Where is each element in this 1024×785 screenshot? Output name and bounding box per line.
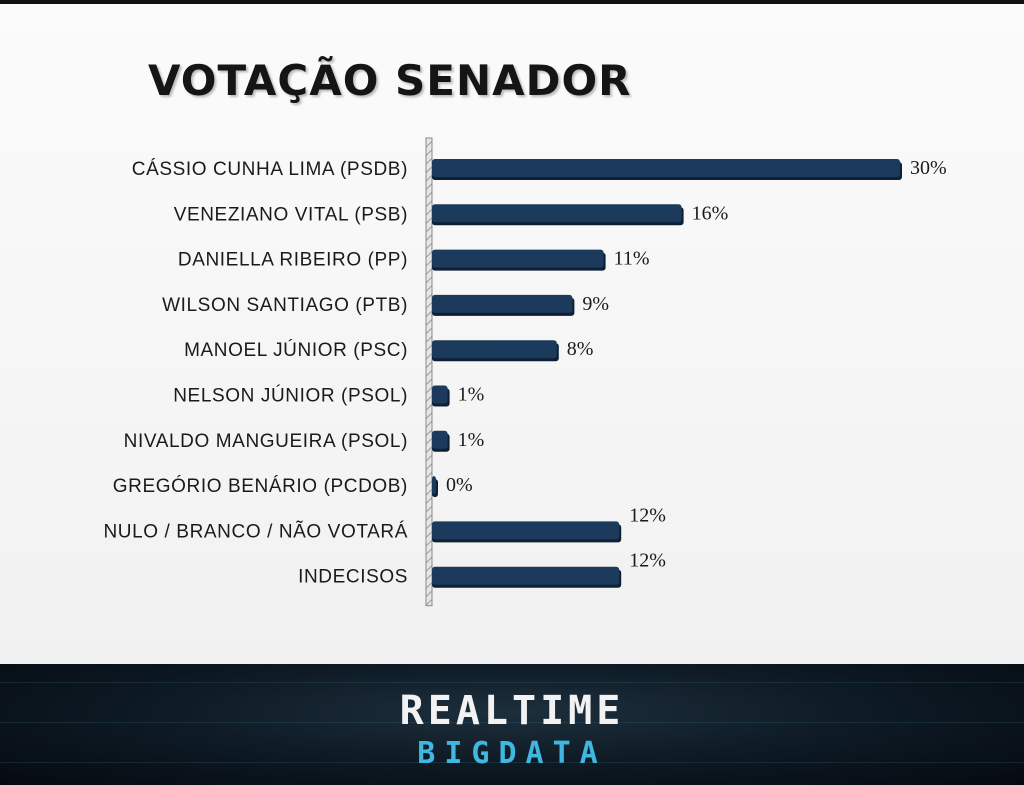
category-label: VENEZIANO VITAL (PSB) [174,204,408,225]
bar [432,340,557,359]
value-label: 8% [567,338,594,360]
value-label: 9% [582,293,609,315]
value-label: 11% [614,248,650,270]
footer-grid-line [0,682,1024,683]
bar [432,159,900,177]
bar [432,204,682,223]
category-label: DANIELLA RIBEIRO (PP) [178,250,408,271]
footer-grid-line [0,722,1024,723]
category-label: CÁSSIO CUNHA LIMA (PSDB) [132,159,408,180]
category-label: INDECISOS [298,567,408,588]
value-label: 0% [446,474,473,496]
footer-grid-line [0,762,1024,763]
top-border [0,0,1024,4]
footer-banner: REALTIME BIGDATA [0,664,1024,785]
category-label: MANOEL JÚNIOR (PSC) [184,339,408,361]
value-label: 12% [629,550,666,572]
bar [432,476,436,495]
value-label: 16% [692,202,729,224]
chart-title: VOTAÇÃO SENADOR [148,56,632,105]
category-label: NELSON JÚNIOR (PSOL) [173,385,408,407]
category-label: NULO / BRANCO / NÃO VOTARÁ [103,520,408,542]
bar [432,430,448,449]
category-label: GREGÓRIO BENÁRIO (PCDOB) [113,475,408,497]
value-label: 1% [458,384,485,406]
bar [432,385,448,404]
bar [432,294,573,313]
bar [432,249,604,268]
value-label: 1% [458,429,485,451]
value-label: 12% [629,504,666,526]
category-label: WILSON SANTIAGO (PTB) [162,295,408,316]
bar [432,566,620,585]
brand-bigdata: BIGDATA [417,736,607,771]
bar [432,521,620,540]
slide: VOTAÇÃO SENADOR CÁSSIO CUNHA LIMA (PSDB)… [0,4,1024,664]
category-label: NIVALDO MANGUEIRA (PSOL) [124,431,408,452]
bar-chart: CÁSSIO CUNHA LIMA (PSDB) 30% VENEZIANO VIT… [103,137,947,607]
axis-wall [425,137,433,607]
brand-realtime: REALTIME [399,688,625,734]
value-label: 30% [910,157,947,179]
